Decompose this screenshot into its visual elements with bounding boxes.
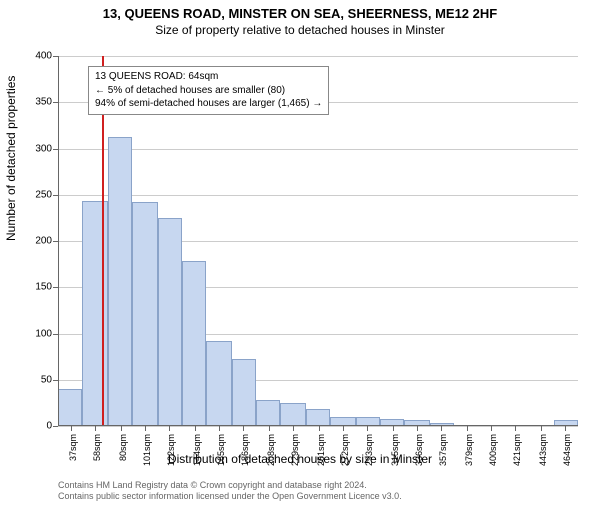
footer-line-2: Contains public sector information licen… — [58, 491, 402, 502]
x-tick-mark — [515, 426, 516, 431]
x-tick-mark — [491, 426, 492, 431]
y-tick-label: 300 — [22, 143, 52, 154]
x-tick-mark — [343, 426, 344, 431]
histogram-bar — [108, 137, 132, 426]
histogram-bar — [306, 409, 330, 426]
histogram-bar — [232, 359, 256, 426]
x-tick-mark — [293, 426, 294, 431]
annotation-line: 94% of semi-detached houses are larger (… — [95, 97, 322, 111]
gridline — [58, 149, 578, 150]
y-tick-label: 200 — [22, 236, 52, 247]
x-tick-mark — [269, 426, 270, 431]
y-tick-mark — [53, 426, 58, 427]
x-tick-mark — [319, 426, 320, 431]
x-tick-mark — [441, 426, 442, 431]
chart-title-description: Size of property relative to detached ho… — [0, 23, 600, 37]
x-tick-mark — [169, 426, 170, 431]
histogram-bar — [182, 261, 206, 426]
x-tick-mark — [243, 426, 244, 431]
x-axis-label: Distribution of detached houses by size … — [0, 452, 600, 466]
x-tick-mark — [71, 426, 72, 431]
chart-title-address: 13, QUEENS ROAD, MINSTER ON SEA, SHEERNE… — [0, 6, 600, 21]
x-tick-mark — [565, 426, 566, 431]
x-tick-mark — [541, 426, 542, 431]
y-tick-label: 50 — [22, 374, 52, 385]
attribution-footer: Contains HM Land Registry data © Crown c… — [58, 480, 402, 502]
histogram-bar — [280, 403, 305, 426]
x-tick-mark — [121, 426, 122, 431]
chart-area: 05010015020025030035040037sqm58sqm80sqm1… — [58, 56, 578, 426]
y-axis-label: Number of detached properties — [4, 76, 18, 241]
annotation-line: ← 5% of detached houses are smaller (80) — [95, 84, 322, 98]
x-tick-mark — [393, 426, 394, 431]
gridline — [58, 195, 578, 196]
y-tick-label: 250 — [22, 189, 52, 200]
y-tick-label: 350 — [22, 97, 52, 108]
histogram-bar — [82, 201, 107, 426]
x-tick-mark — [95, 426, 96, 431]
x-tick-mark — [417, 426, 418, 431]
y-tick-label: 100 — [22, 328, 52, 339]
x-tick-mark — [145, 426, 146, 431]
y-tick-label: 0 — [22, 421, 52, 432]
y-tick-label: 400 — [22, 51, 52, 62]
histogram-bar — [132, 202, 157, 426]
y-tick-label: 150 — [22, 282, 52, 293]
x-tick-mark — [219, 426, 220, 431]
y-axis-line — [58, 56, 59, 426]
histogram-bar — [158, 218, 182, 426]
histogram-bar — [256, 400, 280, 426]
plot-area: 05010015020025030035040037sqm58sqm80sqm1… — [58, 56, 578, 426]
histogram-bar — [58, 389, 82, 426]
x-tick-mark — [195, 426, 196, 431]
footer-line-1: Contains HM Land Registry data © Crown c… — [58, 480, 402, 491]
histogram-bar — [206, 341, 231, 426]
annotation-line: 13 QUEENS ROAD: 64sqm — [95, 70, 322, 84]
gridline — [58, 56, 578, 57]
x-tick-mark — [367, 426, 368, 431]
x-tick-mark — [467, 426, 468, 431]
annotation-box: 13 QUEENS ROAD: 64sqm← 5% of detached ho… — [88, 66, 329, 115]
